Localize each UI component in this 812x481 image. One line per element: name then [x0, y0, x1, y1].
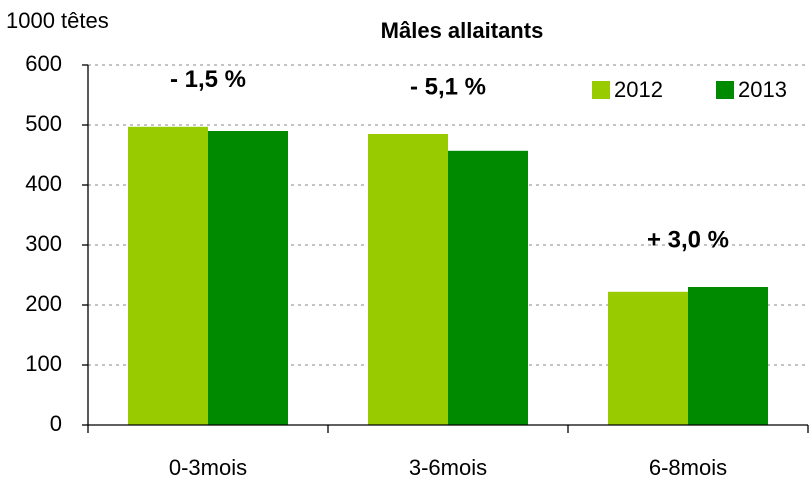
x-tick-label: 0-3mois [169, 455, 247, 480]
y-tick-label: 200 [25, 291, 62, 316]
bar [688, 287, 768, 425]
y-tick-label: 100 [25, 351, 62, 376]
bar [448, 150, 528, 426]
annotation: - 5,1 % [410, 73, 486, 100]
legend-label: 2013 [738, 77, 787, 102]
y-axis-label: 1000 têtes [6, 8, 109, 33]
bar [608, 291, 688, 425]
y-tick-label: 300 [25, 231, 62, 256]
legend-swatch [716, 81, 734, 99]
annotation: + 3,0 % [647, 226, 729, 253]
y-tick-label: 0 [50, 411, 62, 436]
legend-swatch [592, 81, 610, 99]
chart-title: Mâles allaitants [381, 18, 544, 43]
legend-label: 2012 [614, 77, 663, 102]
annotation: - 1,5 % [170, 66, 246, 93]
y-tick-label: 400 [25, 171, 62, 196]
x-tick-label: 6-8mois [649, 455, 727, 480]
y-tick-label: 500 [25, 111, 62, 136]
bar [368, 134, 448, 425]
bar [208, 131, 288, 425]
y-tick-label: 600 [25, 51, 62, 76]
x-tick-label: 3-6mois [409, 455, 487, 480]
bar [128, 126, 208, 426]
